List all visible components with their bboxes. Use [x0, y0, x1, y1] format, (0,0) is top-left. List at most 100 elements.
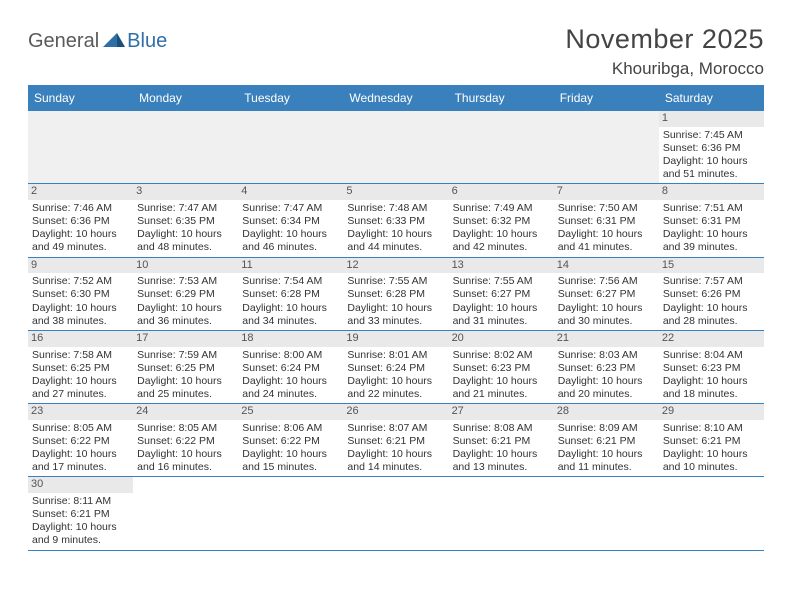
- sunrise-line: Sunrise: 7:46 AM: [32, 202, 129, 215]
- sunset-line: Sunset: 6:35 PM: [137, 215, 234, 228]
- day-cell: 30Sunrise: 8:11 AMSunset: 6:21 PMDayligh…: [28, 477, 133, 549]
- page-subtitle: Khouribga, Morocco: [565, 59, 764, 79]
- sunset-line: Sunset: 6:26 PM: [663, 288, 760, 301]
- sunrise-line: Sunrise: 7:55 AM: [453, 275, 550, 288]
- day-cell: 26 Sunrise: 8:07 AMSunset: 6:21 PMDayligh…: [343, 404, 448, 476]
- day-cell: 29Sunrise: 8:10 AMSunset: 6:21 PMDayligh…: [659, 404, 764, 476]
- daylight-line: Daylight: 10 hours and 51 minutes.: [663, 155, 760, 181]
- day-number: 26: [343, 404, 448, 420]
- sunset-line: Sunset: 6:29 PM: [137, 288, 234, 301]
- logo-part2: Blue: [127, 30, 167, 53]
- day-cell: [28, 111, 133, 183]
- sunrise-line: Sunrise: 8:10 AM: [663, 422, 760, 435]
- day-cell: 21Sunrise: 8:03 AMSunset: 6:23 PMDayligh…: [554, 331, 659, 403]
- daylight-line: Daylight: 10 hours and 22 minutes.: [347, 375, 444, 401]
- sunrise-line: Sunrise: 7:56 AM: [558, 275, 655, 288]
- day-cell: 22Sunrise: 8:04 AMSunset: 6:23 PMDayligh…: [659, 331, 764, 403]
- daylight-line: Daylight: 10 hours and 49 minutes.: [32, 228, 129, 254]
- day-number: 22: [659, 331, 764, 347]
- daylight-line: Daylight: 10 hours and 17 minutes.: [32, 448, 129, 474]
- daylight-line: Daylight: 10 hours and 41 minutes.: [558, 228, 655, 254]
- dayname: Sunday: [28, 87, 133, 111]
- daylight-line: Daylight: 10 hours and 14 minutes.: [347, 448, 444, 474]
- daylight-line: Daylight: 10 hours and 25 minutes.: [137, 375, 234, 401]
- sunrise-line: Sunrise: 7:50 AM: [558, 202, 655, 215]
- day-number: 16: [28, 331, 133, 347]
- day-number: 20: [449, 331, 554, 347]
- sunrise-line: Sunrise: 7:47 AM: [137, 202, 234, 215]
- sunset-line: Sunset: 6:22 PM: [137, 435, 234, 448]
- day-cell: 28Sunrise: 8:09 AMSunset: 6:21 PMDayligh…: [554, 404, 659, 476]
- sunset-line: Sunset: 6:24 PM: [347, 362, 444, 375]
- sunset-line: Sunset: 6:33 PM: [347, 215, 444, 228]
- day-cell: [554, 477, 659, 549]
- header: General Blue November 2025 Khouribga, Mo…: [28, 24, 764, 79]
- sunrise-line: Sunrise: 7:48 AM: [347, 202, 444, 215]
- sunset-line: Sunset: 6:23 PM: [663, 362, 760, 375]
- day-number: 19: [343, 331, 448, 347]
- day-number: 13: [449, 258, 554, 274]
- day-number: 2: [28, 184, 133, 200]
- day-number: 4: [238, 184, 343, 200]
- day-cell: 13Sunrise: 7:55 AMSunset: 6:27 PMDayligh…: [449, 258, 554, 330]
- dayname: Friday: [554, 87, 659, 111]
- day-cell: [554, 111, 659, 183]
- daylight-line: Daylight: 10 hours and 30 minutes.: [558, 302, 655, 328]
- day-cell: 9Sunrise: 7:52 AMSunset: 6:30 PMDaylight…: [28, 258, 133, 330]
- dayname: Monday: [133, 87, 238, 111]
- daylight-line: Daylight: 10 hours and 21 minutes.: [453, 375, 550, 401]
- week-row: 23 Sunrise: 8:05 AM Sunset: 6:22 PM Dayligh…: [28, 404, 764, 477]
- day-cell: 15Sunrise: 7:57 AMSunset: 6:26 PMDayligh…: [659, 258, 764, 330]
- daylight-line: Daylight: 10 hours and 39 minutes.: [663, 228, 760, 254]
- sunset-line: Sunset: 6:32 PM: [453, 215, 550, 228]
- sunrise-line: Sunrise: 8:08 AM: [453, 422, 550, 435]
- sunset-line: Sunset: 6:27 PM: [558, 288, 655, 301]
- sunrise-line: Sunrise: 7:55 AM: [347, 275, 444, 288]
- day-cell: 24Sunrise: 8:05 AMSunset: 6:22 PMDayligh…: [133, 404, 238, 476]
- daylight-line: Daylight: 10 hours and 24 minutes.: [242, 375, 339, 401]
- sunset-line: Sunset: 6:21 PM: [347, 435, 444, 448]
- sunset-line: Sunset: 6:36 PM: [32, 215, 129, 228]
- daylight-line: Daylight: 10 hours and 15 minutes.: [242, 448, 339, 474]
- day-number: 30: [28, 477, 133, 493]
- day-cell: 14Sunrise: 7:56 AMSunset: 6:27 PMDayligh…: [554, 258, 659, 330]
- day-number: 9: [28, 258, 133, 274]
- day-cell: 7Sunrise: 7:50 AMSunset: 6:31 PMDaylight…: [554, 184, 659, 256]
- sunset-line: Sunset: 6:27 PM: [453, 288, 550, 301]
- dayname: Tuesday: [238, 87, 343, 111]
- day-cell: 19Sunrise: 8:01 AMSunset: 6:24 PMDayligh…: [343, 331, 448, 403]
- daylight-line: Daylight: 10 hours and 38 minutes.: [32, 302, 129, 328]
- day-number: 24: [133, 404, 238, 420]
- day-cell: [659, 477, 764, 549]
- sunset-line: Sunset: 6:34 PM: [242, 215, 339, 228]
- day-cell: [449, 477, 554, 549]
- day-number: 1: [659, 111, 764, 127]
- daylight-line: Daylight: 10 hours and 48 minutes.: [137, 228, 234, 254]
- week-row: 2Sunrise: 7:46 AMSunset: 6:36 PMDaylight…: [28, 184, 764, 257]
- sunrise-line: Sunrise: 7:54 AM: [242, 275, 339, 288]
- sunset-line: Sunset: 6:21 PM: [558, 435, 655, 448]
- day-number: 6: [449, 184, 554, 200]
- day-number: 18: [238, 331, 343, 347]
- day-cell: 18Sunrise: 8:00 AMSunset: 6:24 PMDayligh…: [238, 331, 343, 403]
- day-number: 5: [343, 184, 448, 200]
- sunrise-line: Sunrise: 7:52 AM: [32, 275, 129, 288]
- day-number: 11: [238, 258, 343, 274]
- sunset-line: Sunset: 6:25 PM: [137, 362, 234, 375]
- day-cell: 16Sunrise: 7:58 AMSunset: 6:25 PMDayligh…: [28, 331, 133, 403]
- daylight-line: Daylight: 10 hours and 11 minutes.: [558, 448, 655, 474]
- sunrise-line: Sunrise: 8:05 AM: [32, 422, 129, 435]
- day-number: 10: [133, 258, 238, 274]
- sunrise-line: Sunrise: 8:07 AM: [347, 422, 444, 435]
- day-number: 27: [449, 404, 554, 420]
- dayname-row: Sunday Monday Tuesday Wednesday Thursday…: [28, 87, 764, 111]
- week-row: 1Sunrise: 7:45 AMSunset: 6:36 PMDaylight…: [28, 111, 764, 184]
- calendar: Sunday Monday Tuesday Wednesday Thursday…: [28, 85, 764, 551]
- daylight-line: Daylight: 10 hours and 33 minutes.: [347, 302, 444, 328]
- sunset-line: Sunset: 6:36 PM: [663, 142, 760, 155]
- page-title: November 2025: [565, 24, 764, 55]
- sunset-line: Sunset: 6:23 PM: [453, 362, 550, 375]
- daylight-line: Daylight: 10 hours and 9 minutes.: [32, 521, 129, 547]
- day-cell: 3Sunrise: 7:47 AMSunset: 6:35 PMDaylight…: [133, 184, 238, 256]
- day-number: 23: [28, 404, 133, 420]
